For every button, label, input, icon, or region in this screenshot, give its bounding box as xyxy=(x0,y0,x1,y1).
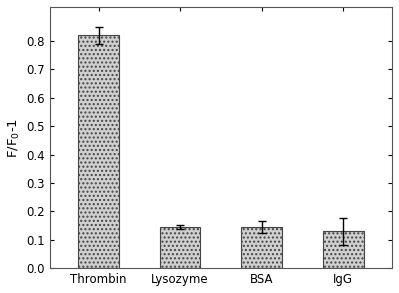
Bar xyxy=(323,231,363,268)
Bar xyxy=(78,35,119,268)
Bar xyxy=(241,227,282,268)
Bar xyxy=(160,227,201,268)
Y-axis label: F/F$_0$-1: F/F$_0$-1 xyxy=(7,117,22,158)
